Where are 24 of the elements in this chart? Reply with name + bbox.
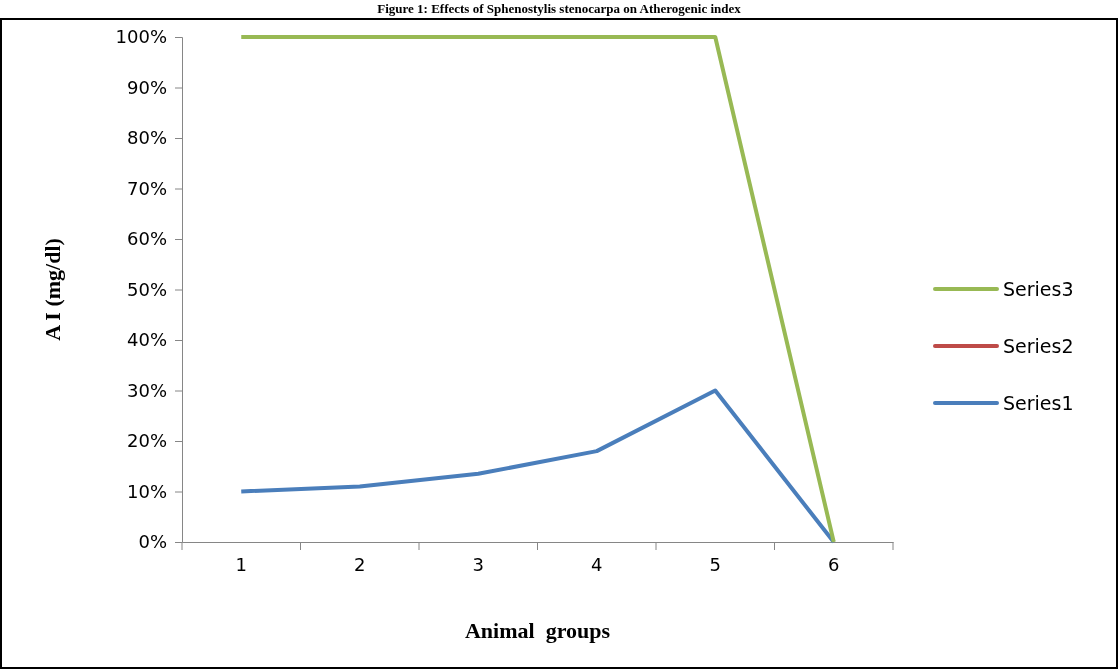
y-tick-label: 60% [126, 228, 167, 250]
y-tick-label: 30% [126, 379, 167, 401]
y-tick-label: 10% [126, 480, 167, 502]
y-tick-label: 40% [126, 329, 167, 351]
y-tick-label: 0% [138, 531, 167, 553]
x-tick-label: 3 [472, 553, 484, 575]
x-tick-label: 2 [354, 553, 366, 575]
y-axis-title: A I (mg/dl) [40, 238, 65, 341]
y-tick-label: 90% [126, 76, 167, 98]
y-tick-label: 50% [126, 278, 167, 300]
line-series [239, 388, 836, 544]
y-tick-label: 20% [126, 430, 167, 452]
x-tick-label: 4 [591, 553, 603, 575]
legend-label: Series1 [1003, 392, 1074, 414]
legend-label: Series3 [1003, 278, 1074, 300]
x-axis-title: Animal groups [464, 618, 611, 643]
x-tick-label: 1 [235, 553, 247, 575]
chart-title: Figure 1: Effects of Sphenostylis stenocarpa on Atherogenic index [377, 1, 742, 16]
y-tick-label: 80% [126, 127, 167, 149]
y-tick-label: 100% [115, 26, 167, 48]
x-tick-label: 5 [709, 553, 721, 575]
legend-label: Series2 [1003, 335, 1074, 357]
x-tick-label: 6 [828, 553, 840, 575]
y-tick-label: 70% [126, 177, 167, 199]
